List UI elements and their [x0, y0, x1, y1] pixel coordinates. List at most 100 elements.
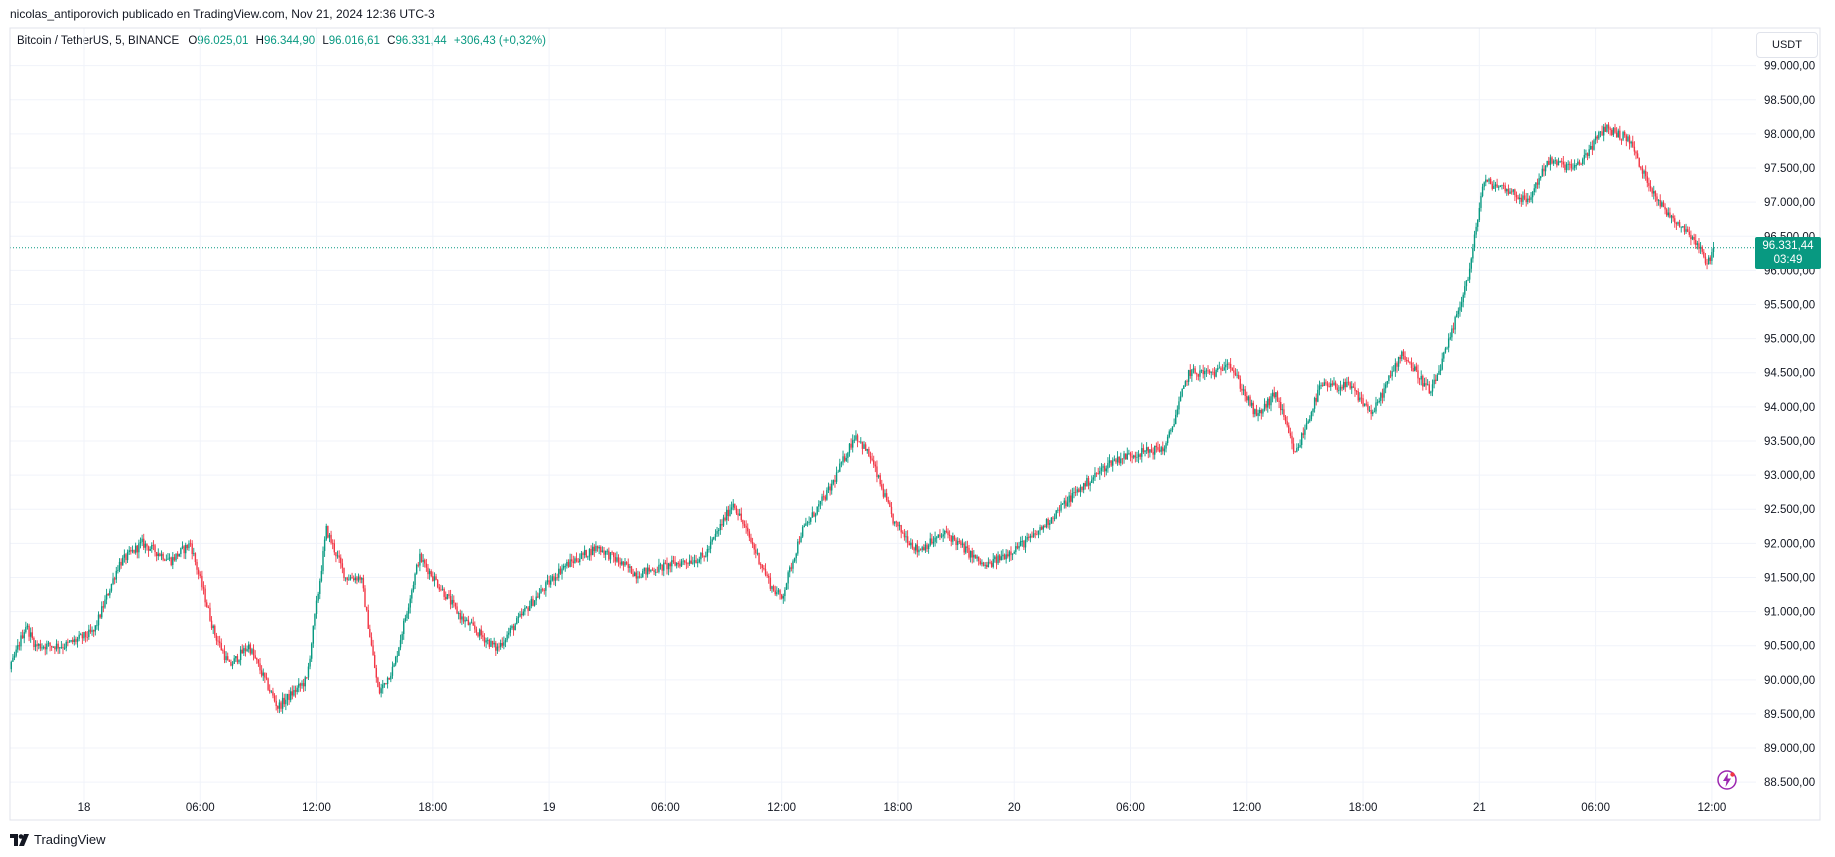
candle-up: [819, 500, 822, 505]
candle-up: [1588, 149, 1590, 156]
candle-up: [936, 537, 938, 539]
candle-down: [861, 441, 864, 449]
candle-down: [1678, 222, 1681, 227]
candle-down: [1124, 453, 1127, 460]
candle-down: [724, 517, 726, 521]
candle-up: [1467, 279, 1469, 281]
candle-up: [810, 517, 812, 522]
candle-down: [687, 563, 689, 565]
candle-down: [359, 576, 361, 580]
candle-down: [36, 644, 38, 646]
candle-up: [698, 559, 700, 563]
candle-down: [1147, 447, 1149, 453]
candle-up: [34, 644, 37, 648]
candle-up: [278, 702, 281, 709]
candle-up: [1443, 352, 1445, 359]
candle-down: [1354, 387, 1356, 391]
candle-up: [795, 553, 797, 559]
candle-up: [138, 543, 140, 553]
candle-up: [680, 561, 683, 567]
candle-down: [202, 587, 205, 589]
candle-up: [1480, 196, 1482, 208]
candle-down: [1074, 492, 1077, 493]
candle-up: [446, 594, 449, 600]
candle-down: [1389, 375, 1392, 377]
candle-up: [1493, 185, 1495, 189]
candle-up: [383, 683, 386, 685]
time-tick-label: 06:00: [1116, 802, 1145, 814]
candle-down: [1186, 381, 1188, 382]
candle-up: [732, 503, 734, 508]
candle-down: [81, 634, 84, 639]
candle-up: [726, 509, 728, 521]
candle-up: [1304, 429, 1306, 435]
candle-up: [126, 552, 129, 561]
lightning-icon[interactable]: [1717, 770, 1737, 790]
candle-down: [1648, 182, 1650, 186]
candle-up: [1462, 294, 1464, 303]
currency-button[interactable]: USDT: [1756, 32, 1818, 58]
candle-up: [1086, 478, 1088, 487]
candle-down: [1294, 451, 1296, 453]
candle-down: [335, 552, 337, 557]
candle-up: [1204, 371, 1206, 375]
candle-up: [1627, 136, 1629, 142]
candle-down: [679, 563, 681, 567]
candle-up: [1696, 243, 1699, 245]
candle-down: [593, 546, 596, 552]
candle-down: [102, 606, 105, 608]
candle-up: [328, 534, 331, 538]
candle-up: [1667, 212, 1669, 216]
candle-up: [441, 588, 444, 590]
candle-down: [227, 656, 229, 661]
price-tick-label: 93.500,00: [1764, 436, 1815, 448]
candle-up: [382, 684, 384, 689]
candle-down: [1207, 370, 1209, 372]
candle-up: [428, 571, 431, 575]
candle-up: [1242, 389, 1245, 391]
candle-up: [756, 552, 759, 554]
candle-down: [482, 635, 484, 638]
time-tick-label: 12:00: [767, 802, 796, 814]
candle-down: [265, 677, 268, 679]
candle-up: [1368, 410, 1371, 411]
candle-up: [1310, 412, 1313, 420]
candle-down: [1268, 398, 1271, 406]
candle-up: [115, 570, 117, 580]
candle-up: [1522, 195, 1524, 202]
candle-up: [1593, 140, 1595, 150]
candle-down: [974, 554, 977, 559]
candle-up: [151, 544, 153, 549]
candle-down: [1031, 535, 1033, 537]
candle-up: [839, 463, 841, 472]
candle-down: [215, 635, 218, 641]
candle-down: [1515, 195, 1518, 198]
symbol-name[interactable]: Bitcoin / TetherUS, 5, BINANCE: [17, 35, 180, 47]
candle-down: [206, 602, 208, 607]
candle-down: [176, 553, 179, 557]
time-axis: 18 06:00 12:00 18:00 19 06:00 12:00 18:00 20 06:0…: [78, 802, 1727, 814]
candle-up: [1068, 495, 1070, 503]
candle-down: [1162, 447, 1164, 452]
candle-down: [330, 534, 332, 543]
candle-down: [906, 536, 909, 544]
candle-up: [1386, 380, 1388, 385]
candle-down: [1381, 393, 1384, 398]
candle-up: [1015, 546, 1017, 552]
tradingview-brand[interactable]: TradingView: [10, 832, 106, 847]
candle-up: [1531, 192, 1534, 198]
candle-down: [18, 645, 21, 647]
candle-down: [218, 641, 221, 643]
candle-down: [430, 571, 432, 577]
candle-down: [1196, 373, 1198, 375]
candle-down: [911, 542, 914, 548]
candle-up: [937, 534, 940, 538]
candle-down: [472, 622, 474, 626]
candle-down: [1641, 168, 1644, 174]
candle-down: [1604, 126, 1607, 132]
change-value: +306,43 (+0,32%): [453, 35, 546, 47]
candle-down: [986, 564, 988, 568]
candle-down: [537, 596, 539, 598]
candle-down: [1665, 209, 1668, 216]
